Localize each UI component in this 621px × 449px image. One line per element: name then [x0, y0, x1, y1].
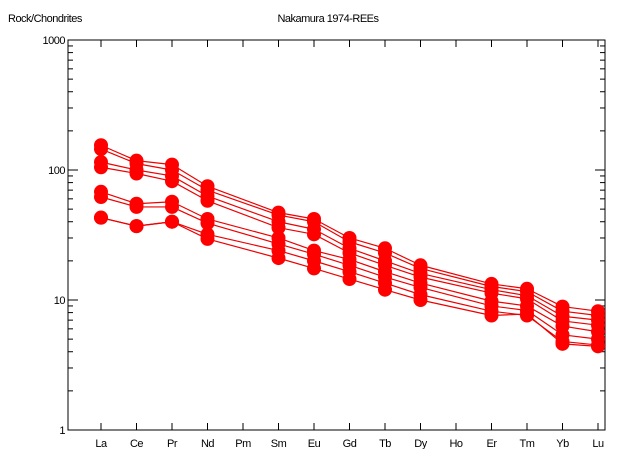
- x-tick-label-pr: Pr: [167, 438, 178, 449]
- data-point-pr: [165, 199, 179, 214]
- x-tick-label-yb: Yb: [556, 438, 569, 449]
- data-point-nd: [200, 216, 215, 231]
- series-line-segment: [207, 233, 279, 252]
- x-tick-label-lu: Lu: [592, 438, 604, 449]
- x-tick-label-tm: Tm: [520, 438, 535, 449]
- series-line-segment: [207, 189, 279, 216]
- x-tick-label-er: Er: [487, 438, 498, 449]
- series-line-segment: [207, 200, 279, 229]
- x-tick-label-pm: Pm: [235, 438, 251, 449]
- data-point-er: [484, 308, 499, 323]
- data-point-gd: [342, 272, 357, 287]
- series-line-segment: [207, 195, 279, 223]
- series-line-segment: [420, 264, 492, 285]
- data-point-pr: [165, 174, 179, 189]
- series-8: [94, 210, 605, 354]
- plot-frame: [67, 39, 606, 431]
- series-line-segment: [420, 282, 492, 302]
- series-line-segment: [526, 313, 563, 345]
- data-point-sm: [271, 220, 286, 235]
- data-point-nd: [200, 193, 215, 208]
- chart-title: Nakamura 1974-REEs: [277, 13, 379, 25]
- data-point-tm: [520, 307, 534, 322]
- series-line-segment: [420, 299, 492, 317]
- series-line-segment: [420, 276, 492, 294]
- data-point-yb: [555, 336, 570, 351]
- x-tick-label-ho: Ho: [449, 438, 462, 449]
- y-tick-label: 1000: [43, 35, 66, 47]
- series-line-segment: [207, 218, 279, 239]
- x-tick-label-gd: Gd: [343, 438, 357, 449]
- data-point-eu: [307, 261, 321, 276]
- y-axis-label: Rock/Chondrites: [8, 13, 83, 25]
- x-tick-label-sm: Sm: [271, 438, 287, 449]
- data-point-pr: [165, 214, 179, 229]
- data-point-nd: [200, 231, 215, 246]
- data-point-ce: [129, 199, 144, 214]
- x-tick-label-tb: Tb: [379, 438, 391, 449]
- x-tick-label-eu: Eu: [308, 438, 321, 449]
- data-point-ce: [129, 166, 144, 181]
- data-point-sm: [271, 251, 286, 266]
- y-tick-label: 100: [48, 165, 65, 177]
- data-point-eu: [307, 227, 321, 242]
- y-tick-label: 1: [59, 425, 65, 437]
- y-tick-label: 10: [54, 295, 66, 307]
- data-point-la: [94, 142, 108, 157]
- series-line-segment: [420, 294, 492, 312]
- data-point-la: [94, 210, 108, 225]
- series-line-segment: [207, 185, 279, 214]
- series-line-segment: [207, 222, 279, 245]
- x-tick-label-dy: Dy: [414, 438, 427, 449]
- x-tick-label-ce: Ce: [130, 438, 143, 449]
- series-line-segment: [420, 267, 492, 288]
- data-point-lu: [591, 339, 605, 354]
- data-point-tb: [378, 282, 392, 297]
- data-point-dy: [413, 293, 428, 307]
- x-tick-label-la: La: [95, 438, 108, 449]
- series-line-segment: [420, 286, 492, 307]
- data-point-ce: [129, 219, 144, 234]
- series-line-segment: [420, 272, 492, 291]
- x-tick-label-nd: Nd: [201, 438, 214, 449]
- data-point-la: [94, 189, 108, 204]
- series-line-segment: [207, 238, 279, 259]
- data-point-la: [94, 160, 108, 175]
